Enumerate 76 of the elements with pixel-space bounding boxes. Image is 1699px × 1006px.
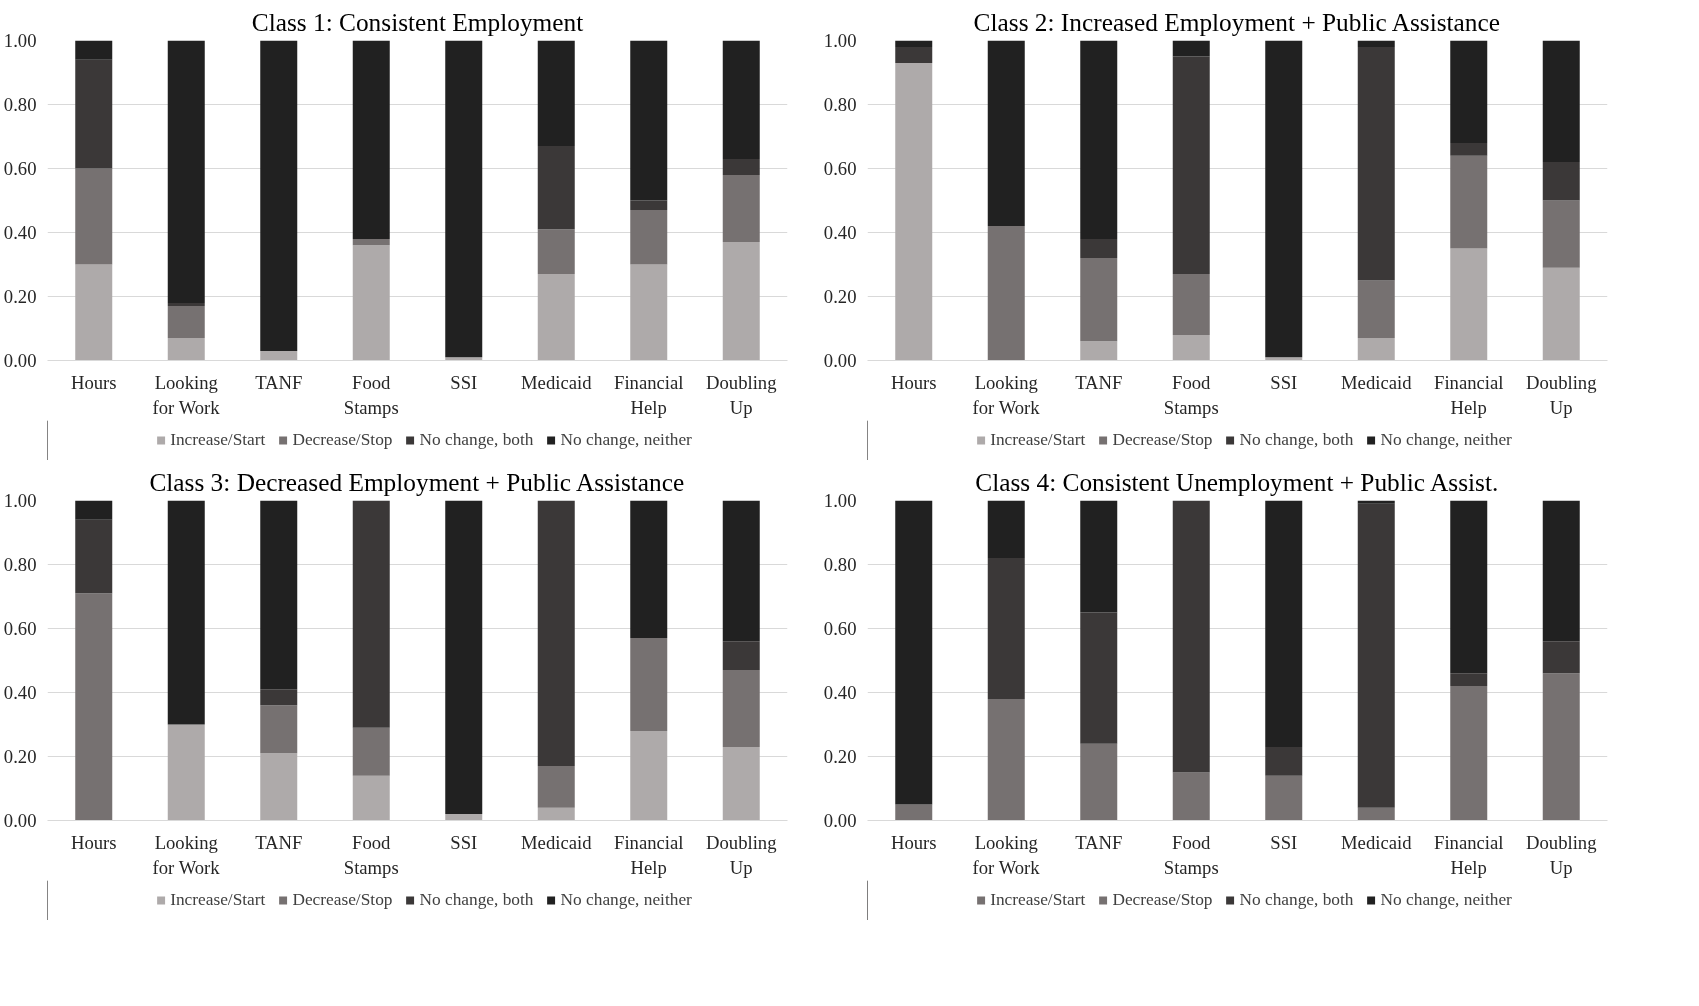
y-tick-label: 0.00 [823, 350, 857, 371]
y-tick-label: 0.40 [3, 682, 37, 703]
y-tick-label: 1.00 [823, 490, 857, 511]
x-tick-label: TANF [1075, 831, 1123, 853]
x-tick-label: Hours [890, 371, 937, 393]
legend-label: Increase/Start [990, 890, 1086, 910]
y-tick-label: 0.40 [3, 222, 37, 243]
legend-label: No change, both [419, 890, 534, 910]
x-tick-label: Looking for Work [152, 371, 221, 418]
x-tick-label: SSI [1270, 831, 1298, 853]
y-tick-label: 0.20 [823, 746, 857, 767]
x-tick-label: Looking for Work [972, 371, 1041, 418]
legend-label: No change, neither [560, 430, 692, 450]
x-tick-label: Doubling Up [706, 831, 777, 878]
legend-label: No change, neither [560, 890, 692, 910]
y-tick-label: 0.00 [3, 350, 37, 371]
x-tick-label: Financial Help [1434, 371, 1504, 418]
y-tick-label: 0.60 [3, 158, 37, 179]
chart-title: Class 4: Consistent Unemployment + Public Assist. [975, 467, 1499, 496]
x-tick-label: Medicaid [521, 371, 593, 393]
x-tick-label: Medicaid [1341, 831, 1413, 853]
y-tick-label: 1.00 [3, 30, 37, 51]
chart-title: Class 2: Increased Employment + Public Assistance [973, 7, 1500, 36]
legend-label: Decrease/Stop [292, 890, 393, 910]
legend-label: Increase/Start [170, 890, 266, 910]
y-tick-label: 0.00 [3, 810, 37, 831]
x-tick-label: Food Stamps [1163, 831, 1219, 878]
y-tick-label: 1.00 [823, 30, 857, 51]
x-tick-label: Food Stamps [343, 831, 399, 878]
x-tick-label: SSI [450, 371, 478, 393]
y-tick-label: 0.60 [3, 618, 37, 639]
x-tick-label: TANF [255, 831, 303, 853]
x-tick-label: Looking for Work [972, 831, 1041, 878]
legend-label: No change, neither [1380, 890, 1512, 910]
x-tick-label: Medicaid [1341, 371, 1413, 393]
chart-title: Class 3: Decreased Employment + Public Assistance [149, 467, 685, 496]
x-tick-label: TANF [1075, 371, 1123, 393]
x-tick-label: Financial Help [1434, 831, 1504, 878]
x-tick-label: Doubling Up [1526, 371, 1597, 418]
x-tick-label: Doubling Up [1526, 831, 1597, 878]
y-tick-label: 0.80 [823, 554, 857, 575]
legend-label: No change, both [419, 430, 534, 450]
y-tick-label: 0.40 [823, 222, 857, 243]
legend-label: Increase/Start [990, 430, 1086, 450]
legend-label: Decrease/Stop [292, 430, 393, 450]
y-tick-label: 1.00 [3, 490, 37, 511]
y-tick-label: 0.20 [3, 286, 37, 307]
x-tick-label: Looking for Work [152, 831, 221, 878]
x-tick-label: Hours [70, 831, 117, 853]
x-tick-label: Financial Help [614, 371, 684, 418]
x-tick-label: Hours [890, 831, 937, 853]
x-tick-label: Financial Help [614, 831, 684, 878]
legend-label: No change, neither [1380, 430, 1512, 450]
x-tick-label: Medicaid [521, 831, 593, 853]
y-tick-label: 0.80 [823, 94, 857, 115]
y-tick-label: 0.80 [3, 554, 37, 575]
chart-title: Class 1: Consistent Employment [251, 7, 584, 36]
y-tick-label: 0.20 [3, 746, 37, 767]
y-tick-label: 0.80 [3, 94, 37, 115]
x-tick-label: Doubling Up [706, 371, 777, 418]
y-tick-label: 0.00 [823, 810, 857, 831]
legend-label: Increase/Start [170, 430, 266, 450]
legend-label: Decrease/Stop [1112, 890, 1213, 910]
y-tick-label: 0.40 [823, 682, 857, 703]
x-tick-label: SSI [1270, 371, 1298, 393]
legend-label: No change, both [1239, 430, 1354, 450]
legend-label: No change, both [1239, 890, 1354, 910]
legend-label: Decrease/Stop [1112, 430, 1213, 450]
x-tick-label: Food Stamps [343, 371, 399, 418]
y-tick-label: 0.60 [823, 618, 857, 639]
x-tick-label: TANF [255, 371, 303, 393]
x-tick-label: Food Stamps [1163, 371, 1219, 418]
x-tick-label: Hours [70, 371, 117, 393]
x-tick-label: SSI [450, 831, 478, 853]
y-tick-label: 0.20 [823, 286, 857, 307]
y-tick-label: 0.60 [823, 158, 857, 179]
